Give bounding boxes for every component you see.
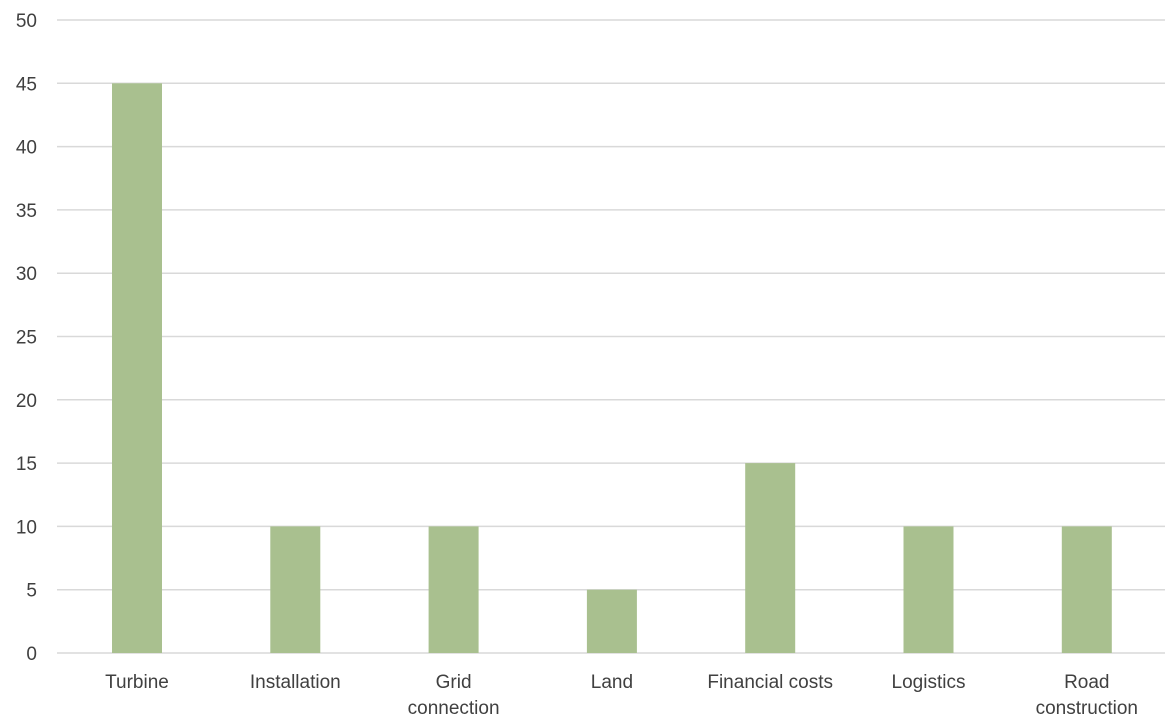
y-tick-label: 20 bbox=[16, 391, 37, 412]
bar bbox=[428, 526, 479, 653]
y-tick-label: 5 bbox=[26, 581, 37, 602]
x-category-label: Grid connection bbox=[408, 672, 500, 717]
x-category-label: Land bbox=[591, 672, 633, 693]
x-category-label: Installation bbox=[250, 672, 341, 693]
x-category-label-line: Road bbox=[1064, 672, 1109, 693]
x-category-label-line: Installation bbox=[250, 672, 341, 693]
bar bbox=[586, 589, 637, 653]
y-tick-label: 10 bbox=[16, 517, 37, 538]
y-tick-label: 45 bbox=[16, 74, 37, 95]
x-category-label-line: Grid bbox=[436, 672, 472, 693]
y-tick-label: 50 bbox=[16, 11, 37, 32]
x-category-label-line: connection bbox=[408, 698, 500, 717]
bar bbox=[745, 463, 796, 653]
bar bbox=[903, 526, 954, 653]
bars bbox=[112, 83, 1112, 654]
y-tick-label: 40 bbox=[16, 138, 37, 159]
gridlines bbox=[57, 19, 1165, 654]
x-category-label-line: Financial costs bbox=[707, 672, 833, 693]
x-category-label-line: Turbine bbox=[105, 672, 169, 693]
x-category-label-line: construction bbox=[1036, 698, 1138, 717]
y-tick-label: 15 bbox=[16, 454, 37, 475]
x-category-label-line: Logistics bbox=[892, 672, 966, 693]
y-axis-tick-labels: 0 5 10 15 20 25 30 35 40 45 50 bbox=[16, 11, 37, 665]
y-tick-label: 25 bbox=[16, 328, 37, 349]
x-category-label-line: Land bbox=[591, 672, 633, 693]
bar bbox=[1061, 526, 1112, 653]
x-category-label: Logistics bbox=[892, 672, 966, 693]
x-category-label: Turbine bbox=[105, 672, 169, 693]
y-tick-label: 35 bbox=[16, 201, 37, 222]
bar bbox=[112, 83, 162, 654]
y-tick-label: 0 bbox=[26, 644, 37, 665]
y-tick-label: 30 bbox=[16, 264, 37, 285]
bar bbox=[270, 526, 321, 653]
x-category-label: Road construction bbox=[1036, 672, 1138, 717]
x-axis-category-labels: Turbine Installation Grid connection Land Fin… bbox=[105, 672, 1138, 717]
x-category-label: Financial costs bbox=[707, 672, 833, 693]
